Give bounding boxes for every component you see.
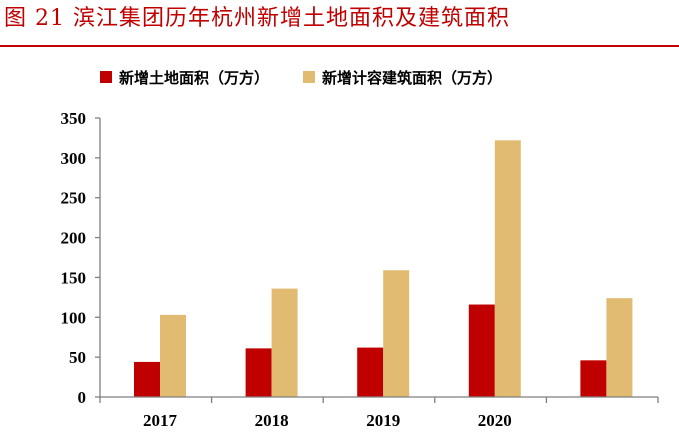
legend-item-land: 新增土地面积（万方） bbox=[100, 67, 269, 88]
y-tick-label: 250 bbox=[61, 189, 87, 208]
x-tick-label: 2017 bbox=[143, 411, 178, 430]
legend-item-building: 新增计容建筑面积（万方） bbox=[303, 67, 502, 88]
title-rule bbox=[0, 45, 679, 47]
y-tick-label: 100 bbox=[61, 308, 87, 327]
y-tick-label: 150 bbox=[61, 268, 87, 287]
legend-swatch-building bbox=[303, 71, 316, 83]
bar-land-2019 bbox=[357, 347, 384, 397]
figure-title: 图 21 滨江集团历年杭州新增土地面积及建筑面积 bbox=[4, 6, 510, 31]
bar-building-2020 bbox=[494, 140, 521, 397]
y-tick-label: 0 bbox=[78, 388, 87, 407]
x-tick-label: 2018 bbox=[255, 411, 289, 430]
y-tick-label: 200 bbox=[61, 229, 87, 248]
y-tick-label: 300 bbox=[61, 149, 87, 168]
x-tick-label: 2020 bbox=[478, 411, 512, 430]
bar-land-2017 bbox=[134, 361, 160, 397]
x-tick-label: 2019 bbox=[366, 411, 400, 430]
bar-building-group5 bbox=[606, 298, 633, 397]
legend-label-land: 新增土地面积（万方） bbox=[119, 68, 270, 87]
legend-swatch-land bbox=[100, 71, 112, 83]
bar-building-2018 bbox=[271, 288, 298, 397]
bar-land-2020 bbox=[468, 304, 495, 397]
bar-building-2019 bbox=[383, 270, 410, 397]
bar-building-2017 bbox=[160, 314, 186, 397]
chart-legend: 新增土地面积（万方） 新增计容建筑面积（万方） bbox=[100, 66, 536, 88]
y-tick-label: 350 bbox=[61, 109, 87, 128]
bar-land-group5 bbox=[580, 360, 607, 397]
y-tick-label: 50 bbox=[69, 348, 86, 367]
bar-land-2018 bbox=[245, 348, 272, 397]
legend-label-building: 新增计容建筑面积（万方） bbox=[322, 68, 503, 87]
